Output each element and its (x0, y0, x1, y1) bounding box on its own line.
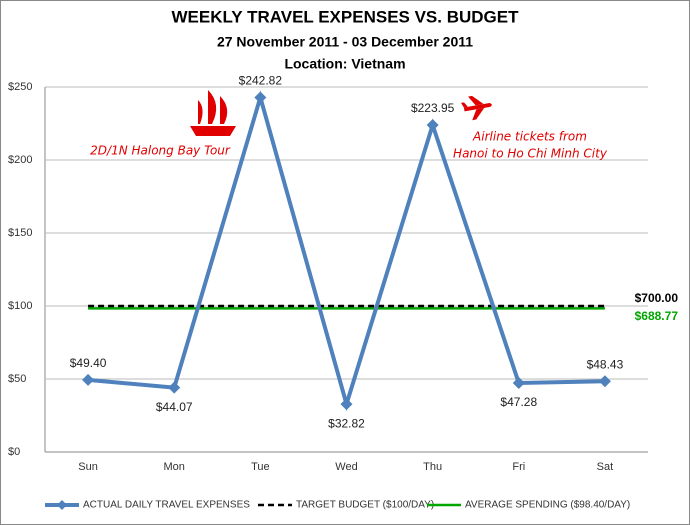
data-point (598, 375, 611, 388)
chart-location: Location: Vietnam (284, 56, 405, 72)
x-tick-label: Sat (597, 461, 614, 473)
boat-icon (190, 90, 236, 136)
plane-icon (461, 95, 492, 121)
value-label: $223.95 (411, 101, 455, 115)
legend-label: TARGET BUDGET ($100/DAY) (296, 500, 434, 511)
x-tick-label: Mon (164, 461, 185, 473)
legend-marker (57, 500, 67, 510)
annotation: $700.00 (635, 291, 679, 305)
x-tick-label: Thu (423, 461, 442, 473)
data-point (426, 119, 439, 132)
annotation: 2D/1N Halong Bay Tour (90, 144, 231, 158)
annotation: Airline tickets from (472, 130, 587, 144)
value-label: $44.07 (156, 400, 193, 414)
y-tick-label: $50 (8, 373, 26, 385)
x-tick-label: Sun (78, 461, 98, 473)
value-label: $242.82 (239, 74, 283, 88)
legend-label: ACTUAL DAILY TRAVEL EXPENSES (83, 500, 250, 511)
data-point (168, 381, 181, 394)
y-tick-label: $200 (8, 154, 32, 166)
legend-label: AVERAGE SPENDING ($98.40/DAY) (465, 500, 630, 511)
y-tick-label: $100 (8, 300, 32, 312)
y-tick-label: $150 (8, 227, 32, 239)
data-point (512, 376, 525, 389)
y-tick-label: $0 (8, 446, 20, 458)
annotation: Hanoi to Ho Chi Minh City (453, 147, 608, 161)
value-label: $47.28 (500, 395, 537, 409)
y-tick-label: $250 (8, 81, 32, 93)
data-point (340, 398, 353, 411)
value-label: $32.82 (328, 416, 365, 430)
x-tick-label: Tue (251, 461, 270, 473)
annotation: $688.77 (635, 309, 679, 323)
x-tick-label: Wed (335, 461, 357, 473)
x-tick-label: Fri (512, 461, 525, 473)
value-label: $48.43 (587, 357, 624, 371)
chart-title: WEEKLY TRAVEL EXPENSES VS. BUDGET (171, 7, 519, 26)
data-point (254, 91, 267, 104)
data-point (82, 373, 95, 386)
chart-subtitle: 27 November 2011 - 03 December 2011 (217, 34, 473, 50)
value-label: $49.40 (70, 356, 107, 370)
